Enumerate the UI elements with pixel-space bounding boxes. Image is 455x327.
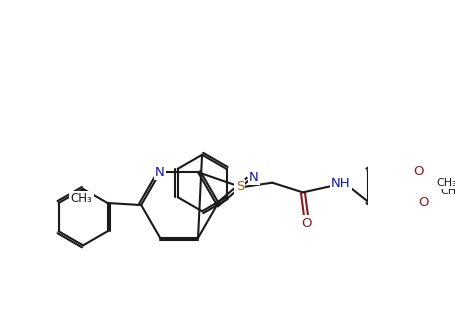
Text: S: S xyxy=(235,180,243,193)
Text: CH₃: CH₃ xyxy=(71,192,92,205)
Text: N: N xyxy=(155,166,165,179)
Text: CH₃: CH₃ xyxy=(439,186,455,196)
Text: O: O xyxy=(417,196,427,209)
Text: CH₃: CH₃ xyxy=(435,178,455,188)
Text: O: O xyxy=(412,165,423,178)
Text: NH: NH xyxy=(330,177,350,190)
Text: O: O xyxy=(301,216,312,230)
Text: N: N xyxy=(249,171,258,184)
